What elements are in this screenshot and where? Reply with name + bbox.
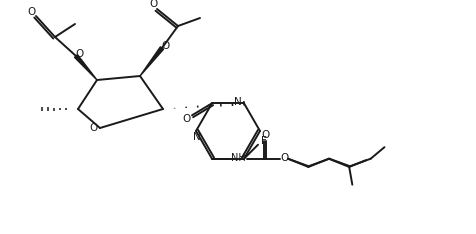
Text: F: F (260, 136, 267, 146)
Text: N: N (193, 132, 200, 142)
Text: O: O (161, 41, 170, 51)
Text: O: O (280, 153, 288, 163)
Text: N: N (234, 97, 241, 107)
Text: NH: NH (230, 153, 245, 163)
Text: O: O (28, 7, 36, 17)
Polygon shape (140, 47, 163, 76)
Text: O: O (182, 114, 191, 124)
Text: O: O (76, 49, 84, 59)
Text: O: O (89, 123, 98, 133)
Polygon shape (74, 55, 97, 80)
Text: O: O (149, 0, 158, 9)
Text: O: O (261, 130, 269, 140)
